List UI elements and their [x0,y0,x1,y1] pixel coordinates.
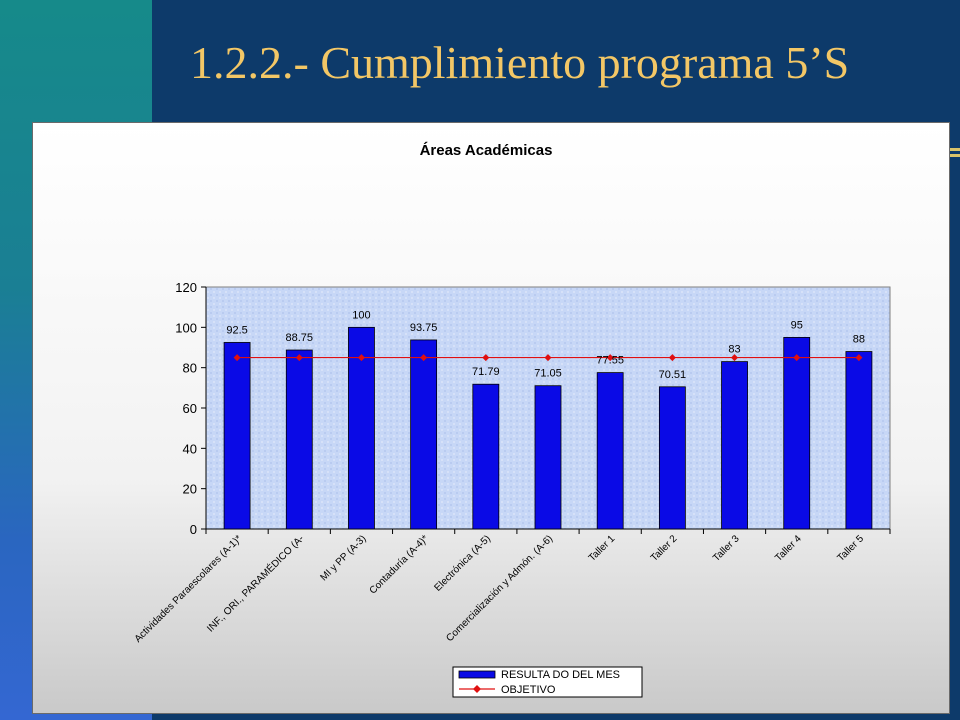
x-axis [205,528,891,534]
category-label: Taller 3 [711,533,742,564]
data-label: 88 [853,334,865,346]
y-tick-label: 60 [183,401,197,416]
category-label: Taller 2 [649,533,680,564]
data-label: 92.5 [226,324,247,336]
bar [410,339,438,530]
legend: RESULTA DO DEL MES OBJETIVO [452,666,643,698]
bar-series [223,326,873,530]
y-tick-label: 20 [183,482,197,497]
data-label: 100 [352,309,370,321]
bar [534,385,562,530]
decorative-lines [946,148,960,162]
data-label: 71.79 [472,366,500,378]
category-label: Taller 1 [587,533,618,564]
objective-marker [855,354,863,362]
slide-title: 1.2.2.- Cumplimiento programa 5’S [190,37,850,88]
legend-bar-swatch [458,670,496,679]
data-label: 95 [791,319,803,331]
legend-bar-label: RESULTA DO DEL MES [501,669,620,681]
objective-marker [420,354,428,362]
category-label: Contaduría (A-4)* [368,533,431,596]
category-label: INF., ORI., PARAMÉDICO (A- [204,532,307,635]
bar [285,349,313,530]
bar [783,337,811,530]
category-label: Actividades Paraescolares (A-1)* [133,533,245,645]
objective-marker [606,354,614,362]
bar [845,351,873,530]
data-label: 93.75 [410,322,438,334]
data-label: 88.75 [286,332,314,344]
objective-marker [295,354,303,362]
legend-line-marker [473,685,481,693]
bar [223,342,251,530]
category-label: Taller 5 [835,533,866,564]
bar [472,383,500,530]
bar [721,361,748,530]
y-axis: 0 20 40 60 80 100 120 [175,280,207,537]
category-label: Comercialización y Admón. (A-6) [444,533,555,644]
bar-chart: Áreas Académicas 0 20 40 60 80 100 120 92.5 88.… [133,142,891,698]
objective-marker [731,354,739,362]
data-label: 71.05 [534,368,562,380]
objective-series [233,354,863,362]
category-label: Electrónica (A-5) [433,533,493,593]
data-label: 77.55 [596,355,624,367]
chart-panel: Áreas Académicas 0 20 40 60 80 100 120 92.5 88.… [32,122,950,714]
legend-line-label: OBJETIVO [501,684,556,696]
y-tick-label: 0 [190,522,197,537]
chart-title: Áreas Académicas [420,142,553,159]
data-label: 83 [728,344,740,356]
objective-marker [668,354,676,362]
data-label: 70.51 [659,369,687,381]
y-tick-label: 80 [183,361,197,376]
bar [658,386,686,530]
objective-marker [482,354,490,362]
y-tick-label: 100 [175,320,197,335]
y-tick-label: 40 [183,441,197,456]
category-label: Taller 4 [773,533,804,564]
category-labels: Actividades Paraescolares (A-1)*INF., OR… [133,532,867,645]
objective-marker [233,354,241,362]
y-tick-label: 120 [175,280,197,295]
objective-marker [793,354,801,362]
data-labels: 92.5 88.75 100 93.75 71.79 71.05 77.55 70.51 83 9… [226,309,865,380]
bar [596,372,624,530]
category-label: MI y PP (A-3) [318,533,368,583]
objective-marker [544,354,552,362]
objective-marker [357,354,365,362]
